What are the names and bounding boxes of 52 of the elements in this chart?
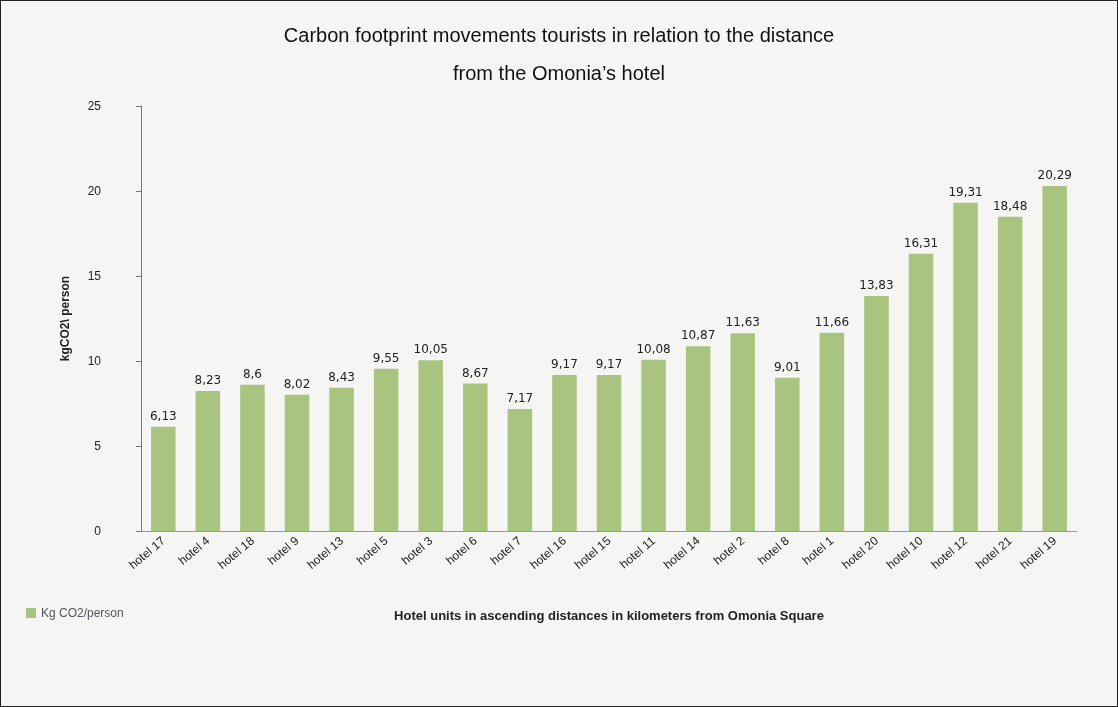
data-label: 18,48 xyxy=(992,198,1028,213)
bar xyxy=(284,394,310,531)
x-axis-title: Hotel units in ascending distances in kilometers from Omonia Square xyxy=(394,608,824,623)
bar xyxy=(1042,186,1067,531)
data-label: 11,66 xyxy=(814,314,850,329)
data-label: 8,67 xyxy=(461,365,489,380)
bar xyxy=(997,216,1023,531)
bar xyxy=(685,346,711,531)
y-tick-label: 10 xyxy=(87,354,102,368)
bar xyxy=(240,384,265,531)
data-label: 10,87 xyxy=(680,328,716,343)
data-label: 8,6 xyxy=(242,366,262,381)
bar xyxy=(953,202,978,531)
y-axis-title: kgCO2\ person xyxy=(58,275,72,362)
bar xyxy=(195,391,221,531)
bar xyxy=(507,409,533,531)
data-label: 9,01 xyxy=(773,359,801,374)
data-label: 19,31 xyxy=(948,184,983,199)
y-tick-label: 0 xyxy=(94,524,102,538)
bar xyxy=(730,333,755,531)
bar xyxy=(641,359,666,531)
data-label: 9,17 xyxy=(595,357,623,372)
data-label: 13,83 xyxy=(859,277,894,292)
data-label: 8,43 xyxy=(328,369,355,384)
bar xyxy=(418,360,443,531)
bar xyxy=(373,368,399,531)
bar xyxy=(463,383,488,531)
data-label: 9,55 xyxy=(372,350,400,365)
data-label: 10,08 xyxy=(636,341,671,356)
bar xyxy=(329,387,354,531)
bar xyxy=(552,375,577,531)
data-label: 16,31 xyxy=(903,235,939,250)
bar xyxy=(775,377,800,531)
bar xyxy=(596,375,622,531)
data-label: 8,02 xyxy=(283,376,311,391)
bar xyxy=(908,253,934,531)
y-tick-label: 5 xyxy=(94,439,102,453)
bar xyxy=(151,426,176,531)
bar xyxy=(819,332,845,531)
data-label: 11,63 xyxy=(725,315,760,330)
y-tick-label: 15 xyxy=(87,269,102,283)
data-label: 10,05 xyxy=(413,342,448,357)
y-tick-label: 20 xyxy=(87,184,102,198)
data-label: 20,29 xyxy=(1037,168,1072,183)
data-label: 6,13 xyxy=(149,408,177,423)
data-label: 9,17 xyxy=(551,357,578,372)
data-label: 8,23 xyxy=(194,373,222,388)
data-label: 7,17 xyxy=(506,391,534,406)
bar xyxy=(864,295,889,531)
y-tick-label: 25 xyxy=(87,99,102,113)
chart-title: Carbon footprint movements tourists in relation to the distance from the Omonia’s hotel xyxy=(283,24,835,84)
legend-label: Kg CO2/person xyxy=(41,606,124,620)
